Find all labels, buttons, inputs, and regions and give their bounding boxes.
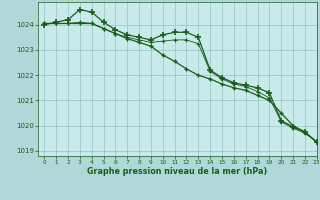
- X-axis label: Graphe pression niveau de la mer (hPa): Graphe pression niveau de la mer (hPa): [87, 167, 268, 176]
